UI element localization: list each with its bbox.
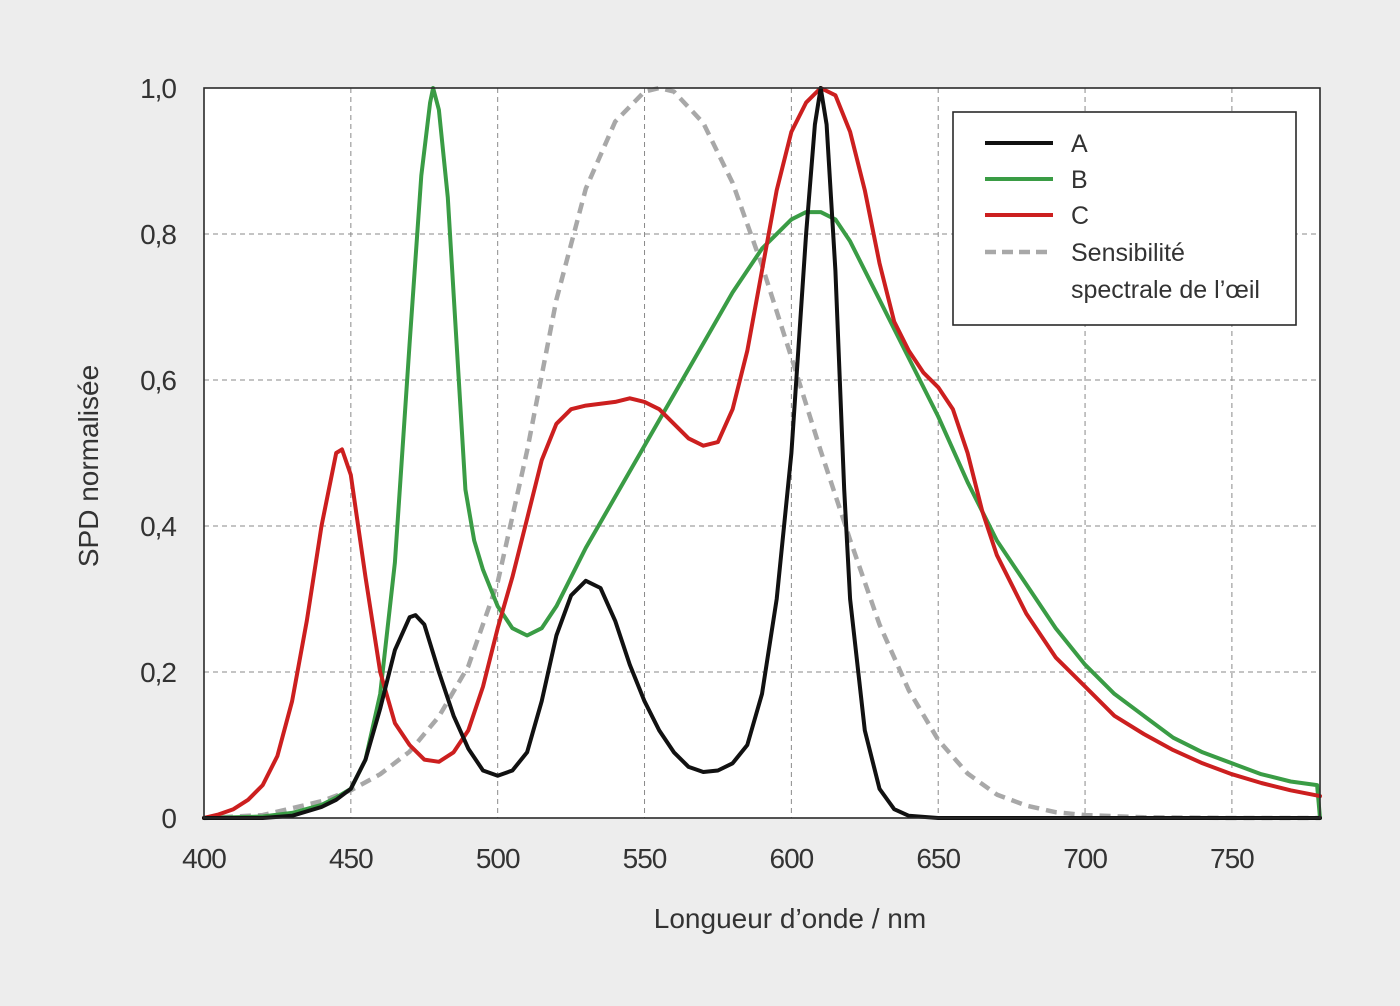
series-line-1 (202, 86, 1322, 820)
series-line-2 (202, 86, 1322, 820)
legend-label-2: C (1071, 202, 1089, 230)
x-tick-label: 400 (182, 843, 226, 874)
x-tick-label: 600 (770, 843, 814, 874)
plot-frame (203, 87, 1321, 819)
x-tick-label: 700 (1063, 843, 1107, 874)
y-tick-label: 0 (161, 803, 176, 834)
legend-label-1: B (1071, 166, 1088, 194)
legend-box (952, 111, 1297, 326)
x-tick-label: 650 (916, 843, 960, 874)
y-axis-label: SPD normalisée (73, 365, 104, 567)
series-line-3 (203, 85, 1320, 821)
y-tick-label: 0,2 (140, 657, 176, 688)
legend-label-3-line-0: Sensibilité (1071, 239, 1185, 267)
x-tick-label: 750 (1210, 843, 1254, 874)
y-tick-label: 0,4 (140, 511, 176, 542)
x-tick-label: 450 (329, 843, 373, 874)
y-tick-label: 1,0 (140, 73, 176, 104)
x-axis-label: Longueur d’onde / nm (654, 903, 926, 934)
x-tick-label: 500 (476, 843, 520, 874)
series-line-0 (202, 86, 1322, 820)
series-layer (202, 85, 1322, 821)
y-tick-label: 0,8 (140, 219, 176, 250)
legend-label-3-line-1: spectrale de l’œil (1071, 276, 1260, 304)
legend: ABC Sensibilité spectrale de l’œil (952, 111, 1297, 326)
x-tick-label: 550 (623, 843, 667, 874)
legend-label-0: A (1071, 130, 1088, 158)
x-tick-labels: 400 450 500 550 600 650 700 750 (182, 843, 1255, 874)
y-tick-label: 0,6 (140, 365, 176, 396)
y-tick-labels: 0 0,2 0,4 0,6 0,8 1,0 (140, 73, 177, 834)
